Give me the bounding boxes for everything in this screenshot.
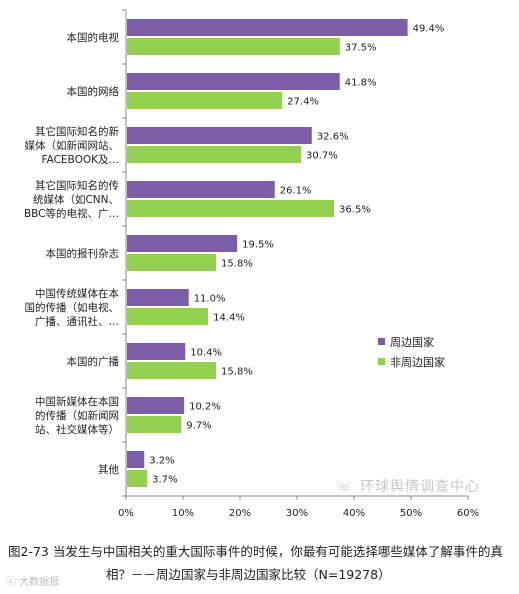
caption-line-1: 图2-73 当发生与中国相关的重大国际事件的时候，你最有可能选择哪些媒体了解事件… xyxy=(8,544,503,559)
category-label: 国的传播（如电视、 xyxy=(25,301,120,314)
category-label: 本国的广播 xyxy=(67,355,120,368)
bar-chart-svg: 0% 10% 20% 30% 40% 50% 60% 本国的电视 49.4% 37.5% 本国的网络… xyxy=(24,9,479,519)
value-label: 3.2% xyxy=(149,456,174,467)
x-tick-label: 50% xyxy=(400,508,422,519)
category-label: 媒体（如新闻网站、 xyxy=(25,139,120,152)
value-label: 37.5% xyxy=(345,43,377,54)
category-label: 其它国际知名的新 xyxy=(35,125,119,138)
category-label: 的传播（如新闻网 xyxy=(35,409,119,422)
value-label: 11.0% xyxy=(194,294,226,305)
value-label: 10.4% xyxy=(190,348,222,359)
bar-periphery xyxy=(127,397,185,414)
value-label: 32.6% xyxy=(317,132,349,143)
x-tick-label: 0% xyxy=(118,508,134,519)
category-label: 其他 xyxy=(98,463,119,476)
category-label: 其它国际知名的传 xyxy=(35,179,119,192)
value-label: 3.7% xyxy=(152,475,177,486)
x-tick-label: 10% xyxy=(172,508,194,519)
bar-non-periphery xyxy=(127,146,301,163)
bar-periphery xyxy=(127,235,238,252)
caption-line-2: 相？－－周边国家与非周边国家比较（N=19278） xyxy=(106,567,391,582)
category-label: 中国传统媒体在本 xyxy=(35,287,119,300)
value-label: 41.8% xyxy=(345,78,377,89)
category-label: 广播、通讯社、… xyxy=(35,315,119,328)
legend-label-non-periphery: 非周边国家 xyxy=(390,355,445,369)
category-label: 站、社交媒体等） xyxy=(35,423,119,436)
value-label: 15.8% xyxy=(221,367,253,378)
bar-periphery xyxy=(127,343,186,360)
chart: 0% 10% 20% 30% 40% 50% 60% 本国的电视 49.4% 37.5% 本国的网络… xyxy=(24,9,479,519)
bar-non-periphery xyxy=(127,200,335,217)
watermark-right: ☏ 环球舆情调查中心 xyxy=(336,479,480,495)
value-label: 27.4% xyxy=(287,97,319,108)
category-label: BBC等的电视、广… xyxy=(24,207,119,220)
x-tick-label: 40% xyxy=(343,508,365,519)
bar-non-periphery xyxy=(127,416,182,433)
legend-label-periphery: 周边国家 xyxy=(390,335,434,349)
value-label: 9.7% xyxy=(186,421,211,432)
value-label: 26.1% xyxy=(280,186,312,197)
bar-non-periphery xyxy=(127,308,209,325)
bar-non-periphery xyxy=(127,362,217,379)
category-label: 本国的电视 xyxy=(67,31,120,44)
bar-non-periphery xyxy=(127,254,217,271)
figure-caption: 图2-73 当发生与中国相关的重大国际事件的时候，你最有可能选择哪些媒体了解事件… xyxy=(8,540,513,586)
x-tick-label: 30% xyxy=(286,508,308,519)
bar-periphery xyxy=(127,181,275,198)
value-label: 30.7% xyxy=(306,151,338,162)
value-label: 10.2% xyxy=(189,402,221,413)
bar-non-periphery xyxy=(127,470,148,487)
bar-non-periphery xyxy=(127,38,340,55)
bar-periphery xyxy=(127,289,189,306)
value-label: 49.4% xyxy=(413,24,445,35)
value-label: 19.5% xyxy=(242,240,274,251)
bar-periphery xyxy=(127,451,145,468)
category-label: 统媒体（如CNN、 xyxy=(33,193,119,206)
value-label: 36.5% xyxy=(339,205,371,216)
value-label: 14.4% xyxy=(213,313,245,324)
bar-periphery xyxy=(127,127,312,144)
category-label: 本国的报刊杂志 xyxy=(46,247,120,260)
value-label: 15.8% xyxy=(221,259,253,270)
legend-swatch-periphery xyxy=(378,338,385,345)
category-label: 本国的网络 xyxy=(67,85,120,98)
category-label: FACEBOOK及… xyxy=(42,154,119,166)
bar-periphery xyxy=(127,19,408,36)
x-tick-label: 60% xyxy=(457,508,479,519)
legend-swatch-non-periphery xyxy=(378,358,385,365)
category-label: 中国新媒体在本国 xyxy=(35,395,119,408)
x-tick-label: 20% xyxy=(229,508,251,519)
bar-non-periphery xyxy=(127,92,283,109)
bar-periphery xyxy=(127,73,340,90)
watermark-bottom-left: ⓒ 大数据报 xyxy=(6,577,60,588)
